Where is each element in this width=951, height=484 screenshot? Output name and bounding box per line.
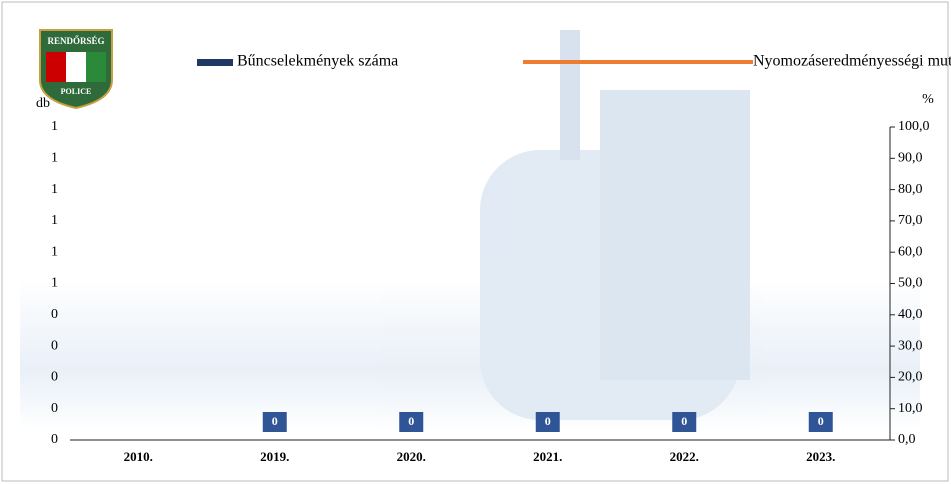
background-building: [20, 30, 920, 430]
data-label-box: [262, 412, 287, 432]
badge: RENDŐRSÉG POLICE: [39, 29, 113, 110]
x-tick-label: 2023.: [806, 449, 835, 464]
y2-tick-label: 10,0: [898, 401, 923, 416]
y-tick-label: 1: [51, 182, 58, 197]
data-label: 0: [272, 414, 278, 428]
y2-tick-label: 60,0: [898, 244, 923, 259]
legend-swatch: [197, 59, 233, 66]
y-tick-label: 1: [51, 151, 58, 166]
y-tick-label: 0: [51, 370, 58, 385]
data-label-box: [535, 412, 560, 432]
y-tick-label: 0: [51, 432, 58, 447]
y2-tick-label: 80,0: [898, 182, 923, 197]
y2-tick-label: 30,0: [898, 338, 923, 353]
badge-top: RENDŐRSÉG: [47, 36, 104, 46]
x-tick-label: 2010.: [124, 449, 153, 464]
y-tick-label: 1: [51, 276, 58, 291]
data-label: 0: [545, 414, 551, 428]
legend-label: Bűncselekmények száma: [237, 53, 398, 70]
y2-axis-title: %: [922, 92, 934, 107]
data-label-box: [399, 412, 424, 432]
x-tick-label: 2020.: [397, 449, 426, 464]
x-tick-label: 2021.: [533, 449, 562, 464]
y2-tick-label: 20,0: [898, 370, 923, 385]
y-tick-label: 0: [51, 338, 58, 353]
y2-tick-label: 50,0: [898, 276, 923, 291]
y-tick-label: 0: [51, 307, 58, 322]
data-label-box: [672, 412, 697, 432]
y2-tick-label: 70,0: [898, 213, 923, 228]
y-tick-label: 0: [51, 401, 58, 416]
y-tick-label: 1: [51, 119, 58, 134]
badge-bottom: POLICE: [61, 87, 92, 96]
y-tick-label: 1: [51, 244, 58, 259]
y2-tick-label: 100,0: [898, 119, 930, 134]
x-tick-label: 2019.: [260, 449, 289, 464]
data-label-box: [808, 412, 833, 432]
data-label: 0: [818, 414, 824, 428]
y2-tick-label: 40,0: [898, 307, 923, 322]
x-tick-label: 2022.: [670, 449, 699, 464]
y-tick-label: 1: [51, 213, 58, 228]
legend-label: Nyomozáseredményességi mutató (%): [753, 53, 951, 70]
y2-tick-label: 90,0: [898, 151, 923, 166]
data-label: 0: [408, 414, 414, 428]
y-axis-title: db: [36, 96, 50, 111]
y2-tick-label: 0,0: [898, 432, 916, 447]
data-label: 0: [681, 414, 687, 428]
